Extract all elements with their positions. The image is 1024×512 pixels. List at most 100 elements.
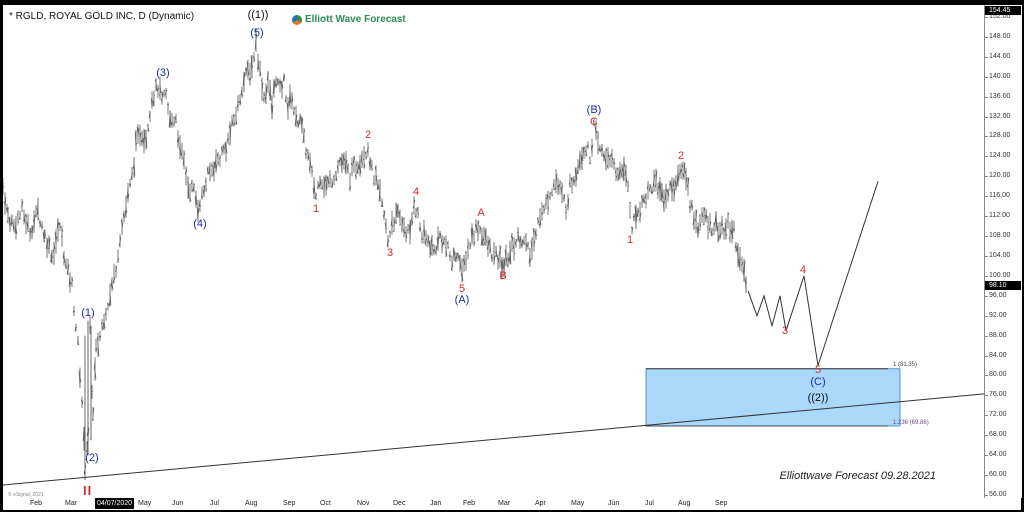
y-tick xyxy=(985,475,988,477)
y-tick xyxy=(985,17,988,18)
projection-path xyxy=(747,181,879,366)
y-tick-label: 80.00 xyxy=(989,371,1007,379)
price-axis[interactable]: 152.00 148.00 144.00 140.00 136.00 132.00 128.… xyxy=(984,5,1022,498)
wave-label: 4 xyxy=(799,264,807,276)
y-tick xyxy=(985,455,988,457)
y-tick-label: 120.00 xyxy=(989,172,1011,180)
y-tick xyxy=(985,375,988,377)
wave-label: ((1)) xyxy=(247,9,269,21)
y-tick-label: 144.00 xyxy=(989,52,1011,60)
current-price-marker: 98.10 xyxy=(985,280,1021,290)
wave-label: (C) xyxy=(810,376,826,388)
x-tick-label: Jul xyxy=(210,500,219,507)
x-tick-label: Feb xyxy=(463,500,476,507)
y-tick xyxy=(985,36,988,38)
y-tick-label: 64.00 xyxy=(989,451,1007,459)
x-tick-label: Jun xyxy=(172,500,184,507)
y-tick-label: 104.00 xyxy=(989,251,1011,259)
y-tick-label: 72.00 xyxy=(989,411,1007,419)
wave-label: (A) xyxy=(454,294,470,306)
wave-label: 1 xyxy=(312,203,320,215)
x-tick-label: May xyxy=(571,500,585,507)
y-tick-label: 128.00 xyxy=(989,132,1011,140)
y-tick-label: 76.00 xyxy=(989,391,1007,399)
brand-logo: Elliott Wave Forecast xyxy=(292,14,406,25)
fib-upper-label: 1 (81.35) xyxy=(893,362,918,368)
y-tick xyxy=(985,335,988,337)
copyright: © eSignal, 2021 xyxy=(8,492,44,498)
wave-label: 5 xyxy=(814,364,822,376)
y-tick-label: 108.00 xyxy=(989,232,1011,240)
x-tick-label: Apr xyxy=(535,500,546,507)
wave-label-ii: II xyxy=(83,483,93,498)
y-tick xyxy=(985,96,988,98)
y-tick xyxy=(985,435,988,437)
price-chart-svg xyxy=(3,28,984,486)
wave-label: 5 xyxy=(458,283,466,295)
y-tick xyxy=(985,236,988,238)
y-tick-label: 124.00 xyxy=(989,152,1011,160)
x-tick-label: Dec xyxy=(393,500,406,507)
fib-target-zone xyxy=(645,368,901,427)
time-axis[interactable]: Feb Mar May Jun Jul Aug Sep Oct Nov Dec Jan Feb Mar A… xyxy=(3,498,1021,510)
wave-label: 4 xyxy=(412,186,420,198)
y-tick xyxy=(985,255,988,257)
y-tick xyxy=(985,315,988,317)
y-tick xyxy=(985,295,988,297)
wave-label: B xyxy=(499,270,507,282)
x-tick-label: Mar xyxy=(65,500,78,507)
x-tick-label: Sep xyxy=(715,500,728,507)
wave-label: 3 xyxy=(386,247,394,259)
x-tick-label: May xyxy=(138,500,152,507)
wave-label: 2 xyxy=(677,150,685,162)
top-price-marker: 154.45 xyxy=(985,6,1021,15)
y-tick xyxy=(985,216,988,218)
fib-lower-label: 1.236 (69.86) xyxy=(893,420,929,426)
y-tick-label: 152.00 xyxy=(989,13,1011,20)
y-tick-label: 148.00 xyxy=(989,32,1011,40)
y-tick xyxy=(985,76,988,78)
x-tick-label: Aug xyxy=(678,500,691,507)
y-tick-label: 140.00 xyxy=(989,72,1011,80)
brand-name: Elliott Wave Forecast xyxy=(305,14,406,25)
y-tick xyxy=(985,196,988,198)
y-tick-label: 136.00 xyxy=(989,92,1011,100)
y-tick xyxy=(985,116,988,118)
y-tick xyxy=(985,176,988,178)
footer-date: Elliottwave Forecast 09.28.2021 xyxy=(779,470,936,482)
wave-label: (B) xyxy=(586,104,602,116)
y-tick-label: 84.00 xyxy=(989,351,1007,359)
wave-label: C xyxy=(590,116,598,128)
x-tick-label: Nov xyxy=(357,500,370,507)
y-tick xyxy=(985,136,988,138)
wave-label: ((2)) xyxy=(807,392,829,404)
y-tick-label: 96.00 xyxy=(989,291,1007,299)
date-cursor-marker: 04/07/2020 xyxy=(95,498,135,509)
y-tick-label: 112.00 xyxy=(989,212,1010,220)
plot-area[interactable]: * RGLD, ROYAL GOLD INC, D (Dynamic) Elli… xyxy=(3,5,984,498)
wave-label: A xyxy=(477,207,485,219)
wave-label: 3 xyxy=(781,325,789,337)
y-tick-label: 56.00 xyxy=(989,490,1007,498)
wave-label: 2 xyxy=(364,129,372,141)
wave-label: (5) xyxy=(250,27,264,39)
wave-label: (2) xyxy=(85,452,99,464)
x-tick-label: Jan xyxy=(430,500,442,507)
y-tick-label: 100.00 xyxy=(989,271,1011,279)
x-tick-label: Jun xyxy=(608,500,620,507)
x-tick-label: Aug xyxy=(245,500,258,507)
y-tick xyxy=(985,415,988,417)
y-tick xyxy=(985,156,988,158)
y-tick xyxy=(985,355,988,357)
x-tick-label: Sep xyxy=(283,500,296,507)
wave-label: 1 xyxy=(626,234,634,246)
y-tick-label: 132.00 xyxy=(989,112,1011,120)
trendline xyxy=(3,393,984,486)
x-tick-label: Feb xyxy=(30,500,43,507)
y-tick xyxy=(985,275,988,277)
y-tick-label: 116.00 xyxy=(989,192,1010,200)
y-tick-label: 88.00 xyxy=(989,331,1007,339)
logo-icon xyxy=(292,14,302,25)
y-tick xyxy=(985,56,988,58)
